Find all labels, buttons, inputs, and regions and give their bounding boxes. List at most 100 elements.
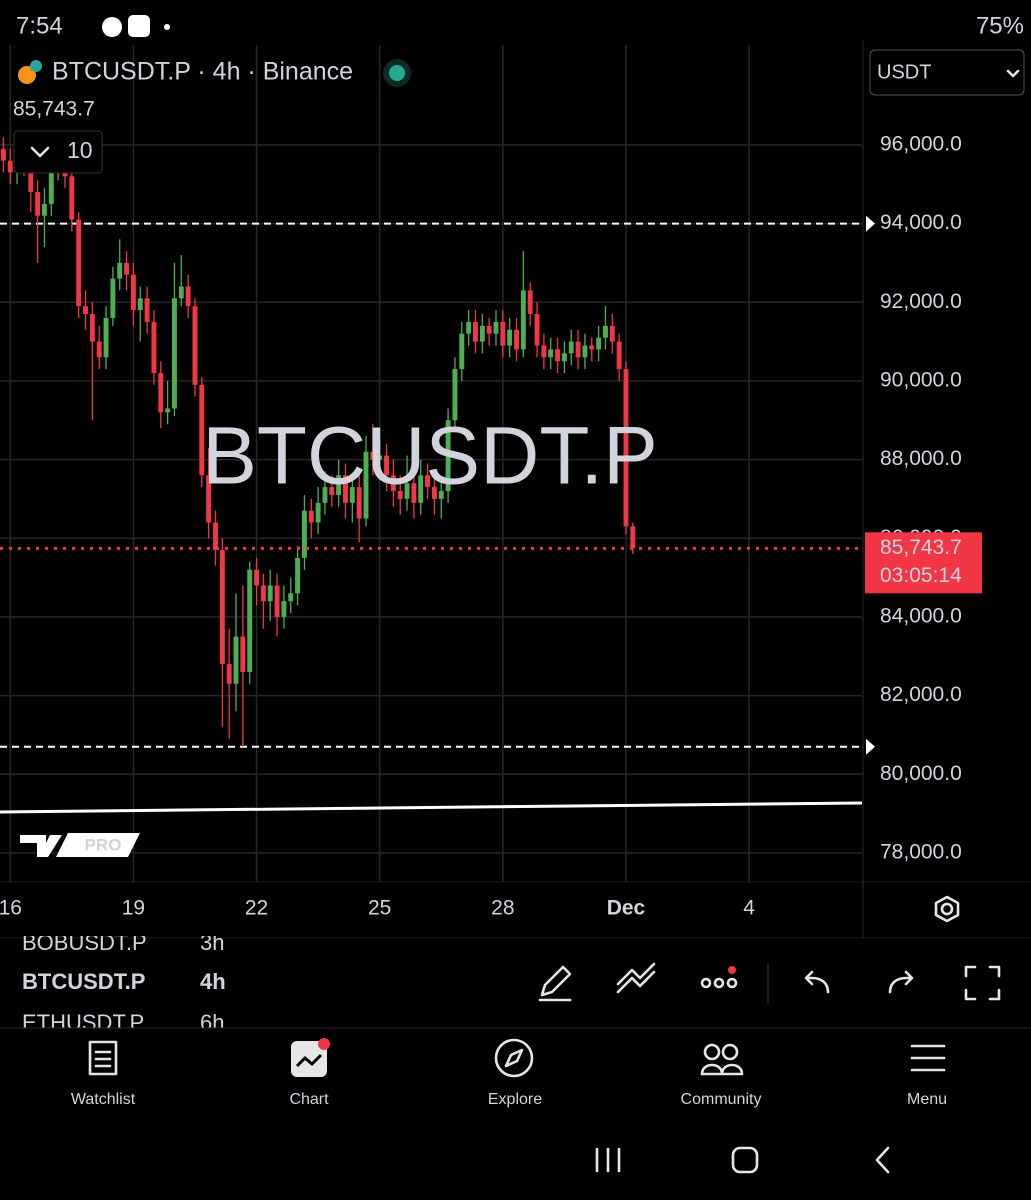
- y-tick-label: 80,000.0: [880, 762, 962, 785]
- nav-icon[interactable]: [291, 1041, 327, 1077]
- settings-icon[interactable]: [934, 895, 960, 923]
- watch-symbol[interactable]: BOBUSDT.P: [22, 930, 147, 955]
- nav-label[interactable]: Menu: [907, 1091, 947, 1108]
- candle-body: [288, 593, 294, 602]
- more-icon[interactable]: [726, 977, 738, 989]
- candle-body: [165, 408, 171, 413]
- android-back[interactable]: [875, 1146, 890, 1174]
- plot-area[interactable]: [0, 45, 862, 882]
- candle-body: [226, 664, 232, 684]
- indicator-box[interactable]: [13, 130, 103, 174]
- candle-body: [370, 451, 376, 460]
- candle-body: [466, 321, 472, 334]
- nav-icon[interactable]: [910, 1044, 946, 1072]
- volume-length: 10: [67, 137, 93, 163]
- badge: [318, 1038, 330, 1050]
- candle-body: [96, 341, 102, 358]
- candle-body: [0, 148, 6, 161]
- candle-body: [103, 317, 109, 358]
- candle-body: [630, 526, 636, 549]
- status-time: 7:54: [16, 12, 63, 39]
- trend-line: [0, 801, 862, 814]
- price-label: 85,743.7: [880, 536, 962, 559]
- nav-icon[interactable]: [721, 1043, 739, 1061]
- lines-icon[interactable]: [616, 962, 656, 994]
- candle-body: [171, 298, 177, 409]
- more-icon[interactable]: [700, 977, 712, 989]
- x-tick-label: 22: [245, 897, 268, 920]
- nav-icon[interactable]: [88, 1040, 118, 1076]
- candle-body: [548, 349, 554, 358]
- candle-body: [384, 455, 389, 476]
- fullscreen-icon[interactable]: [964, 965, 1001, 1001]
- countdown: 03:05:14: [880, 564, 962, 587]
- candle-body: [35, 192, 41, 216]
- candle-body: [240, 636, 246, 672]
- candle-body: [274, 585, 280, 617]
- candle-body: [315, 502, 321, 523]
- currency-select[interactable]: [869, 49, 1025, 96]
- nav-label[interactable]: Chart: [289, 1091, 329, 1108]
- candle-body: [301, 510, 307, 558]
- candle-body: [582, 345, 588, 358]
- line-handle: [866, 215, 875, 232]
- candle-body: [260, 585, 266, 602]
- candle-body: [507, 329, 513, 346]
- nav-icon[interactable]: [703, 1043, 721, 1061]
- redo-icon[interactable]: [888, 970, 914, 994]
- candle-body: [137, 298, 143, 311]
- android-recent[interactable]: [595, 1147, 621, 1173]
- candle-body: [48, 168, 54, 204]
- candle-body: [233, 636, 239, 684]
- candle-body: [356, 487, 362, 519]
- candle-body: [76, 219, 82, 307]
- candle-body: [192, 306, 198, 385]
- candle-body: [397, 491, 403, 499]
- candle-body: [281, 601, 287, 617]
- candle-body: [575, 341, 581, 358]
- draw-icon[interactable]: [538, 965, 572, 1002]
- candle-body: [151, 321, 157, 374]
- symbol-title[interactable]: BTCUSDT.P · 4h · Binance: [52, 58, 353, 86]
- candle-body: [623, 369, 629, 527]
- nav-label[interactable]: Community: [681, 1091, 762, 1108]
- candle-body: [555, 349, 561, 362]
- candle-body: [431, 487, 437, 499]
- status-icon: [102, 17, 122, 37]
- watchlist-strip[interactable]: BOBUSDT.P 3h BTCUSDT.P 4h ETHUSDT.P 6h: [22, 930, 226, 1035]
- y-tick-label: 92,000.0: [880, 290, 962, 313]
- nav-icon: [700, 1063, 744, 1076]
- battery: 75%: [976, 12, 1024, 39]
- chevron: [1006, 69, 1020, 78]
- candle-body: [124, 262, 130, 275]
- candle-body: [219, 550, 225, 665]
- undo-icon[interactable]: [804, 970, 830, 994]
- watch-symbol[interactable]: ETHUSDT.P: [22, 1010, 144, 1035]
- candle-body: [445, 420, 451, 492]
- nav-icon[interactable]: [494, 1038, 534, 1078]
- candle-body: [616, 341, 622, 370]
- candle-body: [185, 286, 191, 307]
- watch-symbol[interactable]: BTCUSDT.P: [22, 969, 145, 994]
- watch-interval: 6h: [200, 1010, 224, 1035]
- candle-body: [479, 325, 485, 342]
- x-tick-label: 16: [0, 897, 22, 920]
- candle-body: [329, 487, 335, 495]
- candle-body: [206, 475, 212, 523]
- more-icon[interactable]: [713, 977, 725, 989]
- candle-body: [349, 487, 355, 503]
- settings-icon[interactable]: [940, 902, 954, 916]
- candle-body: [308, 510, 314, 523]
- candle-body: [144, 298, 150, 322]
- currency: USDT: [877, 61, 931, 83]
- candle-body: [527, 290, 533, 315]
- candle-body: [254, 569, 260, 586]
- candle-body: [377, 455, 383, 460]
- nav-label[interactable]: Watchlist: [71, 1091, 136, 1108]
- nav-icon: [504, 1048, 524, 1068]
- nav-label[interactable]: Explore: [488, 1091, 542, 1108]
- android-home[interactable]: [731, 1146, 759, 1174]
- candle-body: [363, 451, 369, 519]
